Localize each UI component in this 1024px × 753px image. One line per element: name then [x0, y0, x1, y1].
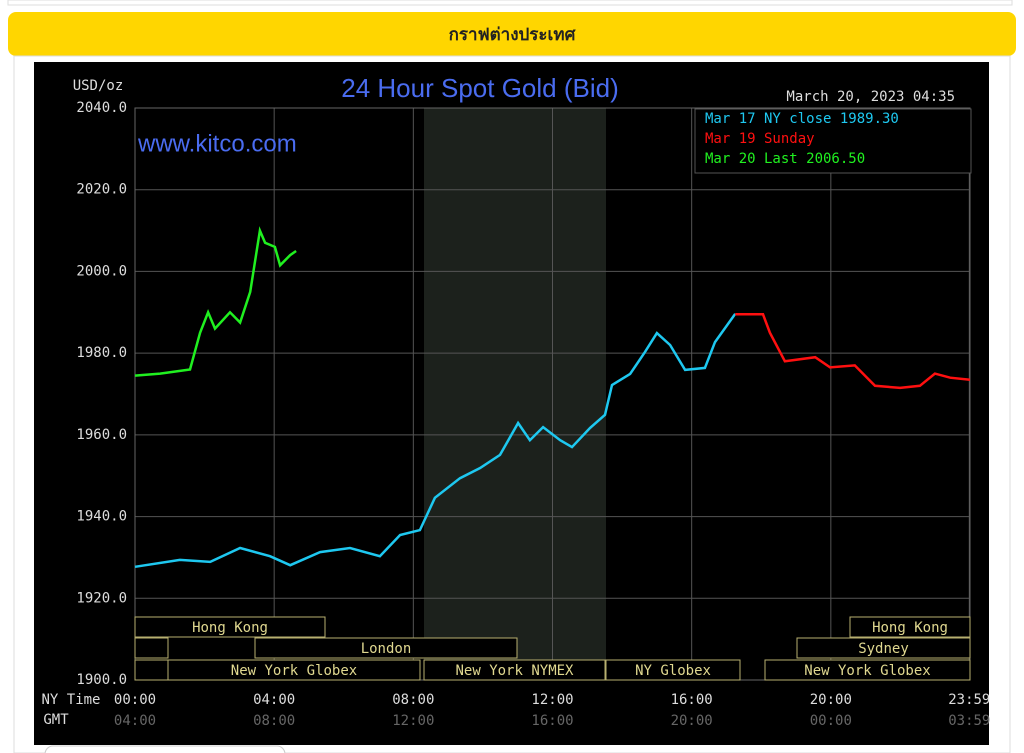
x2-tick-label: 03:59	[948, 713, 990, 729]
x-tick-label: 12:00	[531, 692, 573, 708]
top-strip	[7, 0, 1013, 6]
y-tick-label: 1980.0	[76, 345, 127, 361]
nymex-shade	[424, 108, 606, 680]
session-box	[167, 659, 421, 681]
session-label: New York Globex	[804, 663, 930, 679]
x2-tick-label: 04:00	[114, 713, 156, 729]
session-box	[134, 616, 326, 638]
timestamp: March 20, 2023 04:35	[786, 89, 955, 105]
x2-tick-label: 12:00	[392, 713, 434, 729]
x2-tick-label: 08:00	[253, 713, 295, 729]
legend-label: Mar 17 NY close 1989.30	[705, 111, 899, 127]
x-tick-label: 20:00	[810, 692, 852, 708]
session-box	[134, 637, 169, 659]
x-tick-label: 16:00	[671, 692, 713, 708]
session-box	[849, 616, 971, 638]
legend-box	[694, 108, 972, 174]
x-tick-label: 00:00	[114, 692, 156, 708]
x-axis-label: NY Time	[41, 692, 100, 708]
chart-title: 24 Hour Spot Gold (Bid)	[341, 73, 618, 103]
watermark: www.kitco.com	[137, 130, 297, 157]
x-tick-label: 23:59	[948, 692, 990, 708]
session-box	[764, 659, 971, 681]
session-box	[423, 659, 606, 681]
header-title: กราฟต่างประเทศ	[449, 25, 577, 45]
x2-axis-label: GMT	[43, 712, 69, 728]
button[interactable]	[44, 745, 286, 753]
price-line	[735, 313, 971, 390]
session-label: Hong Kong	[872, 620, 948, 636]
session-label: London	[361, 641, 412, 657]
x-tick-label: 08:00	[392, 692, 434, 708]
session-label: NY Globex	[635, 663, 711, 679]
y-tick-label: 1960.0	[76, 427, 127, 443]
x2-tick-label: 20:00	[671, 713, 713, 729]
session-box	[796, 637, 971, 659]
session-box	[605, 659, 741, 681]
y-tick-label: 2040.0	[76, 100, 127, 116]
x2-tick-label: 16:00	[531, 713, 573, 729]
session-label: Sydney	[858, 641, 909, 657]
session-label: New York NYMEX	[455, 663, 574, 679]
legend-label: Mar 20 Last 2006.50	[705, 151, 865, 167]
x2-tick-label: 00:00	[810, 713, 852, 729]
price-line	[134, 313, 737, 569]
session-box	[254, 637, 518, 659]
y-tick-label: 2000.0	[76, 263, 127, 279]
legend-label: Mar 19 Sunday	[705, 131, 815, 147]
unit-label: USD/oz	[73, 78, 124, 94]
y-tick-label: 1920.0	[76, 590, 127, 606]
session-label: Hong Kong	[192, 620, 268, 636]
y-tick-label: 2020.0	[76, 182, 127, 198]
session-label: New York Globex	[231, 663, 357, 679]
y-tick-label: 1940.0	[76, 509, 127, 525]
price-line	[134, 226, 297, 377]
x-tick-label: 04:00	[253, 692, 295, 708]
y-tick-label: 1900.0	[76, 672, 127, 688]
header-bar	[8, 12, 1016, 56]
